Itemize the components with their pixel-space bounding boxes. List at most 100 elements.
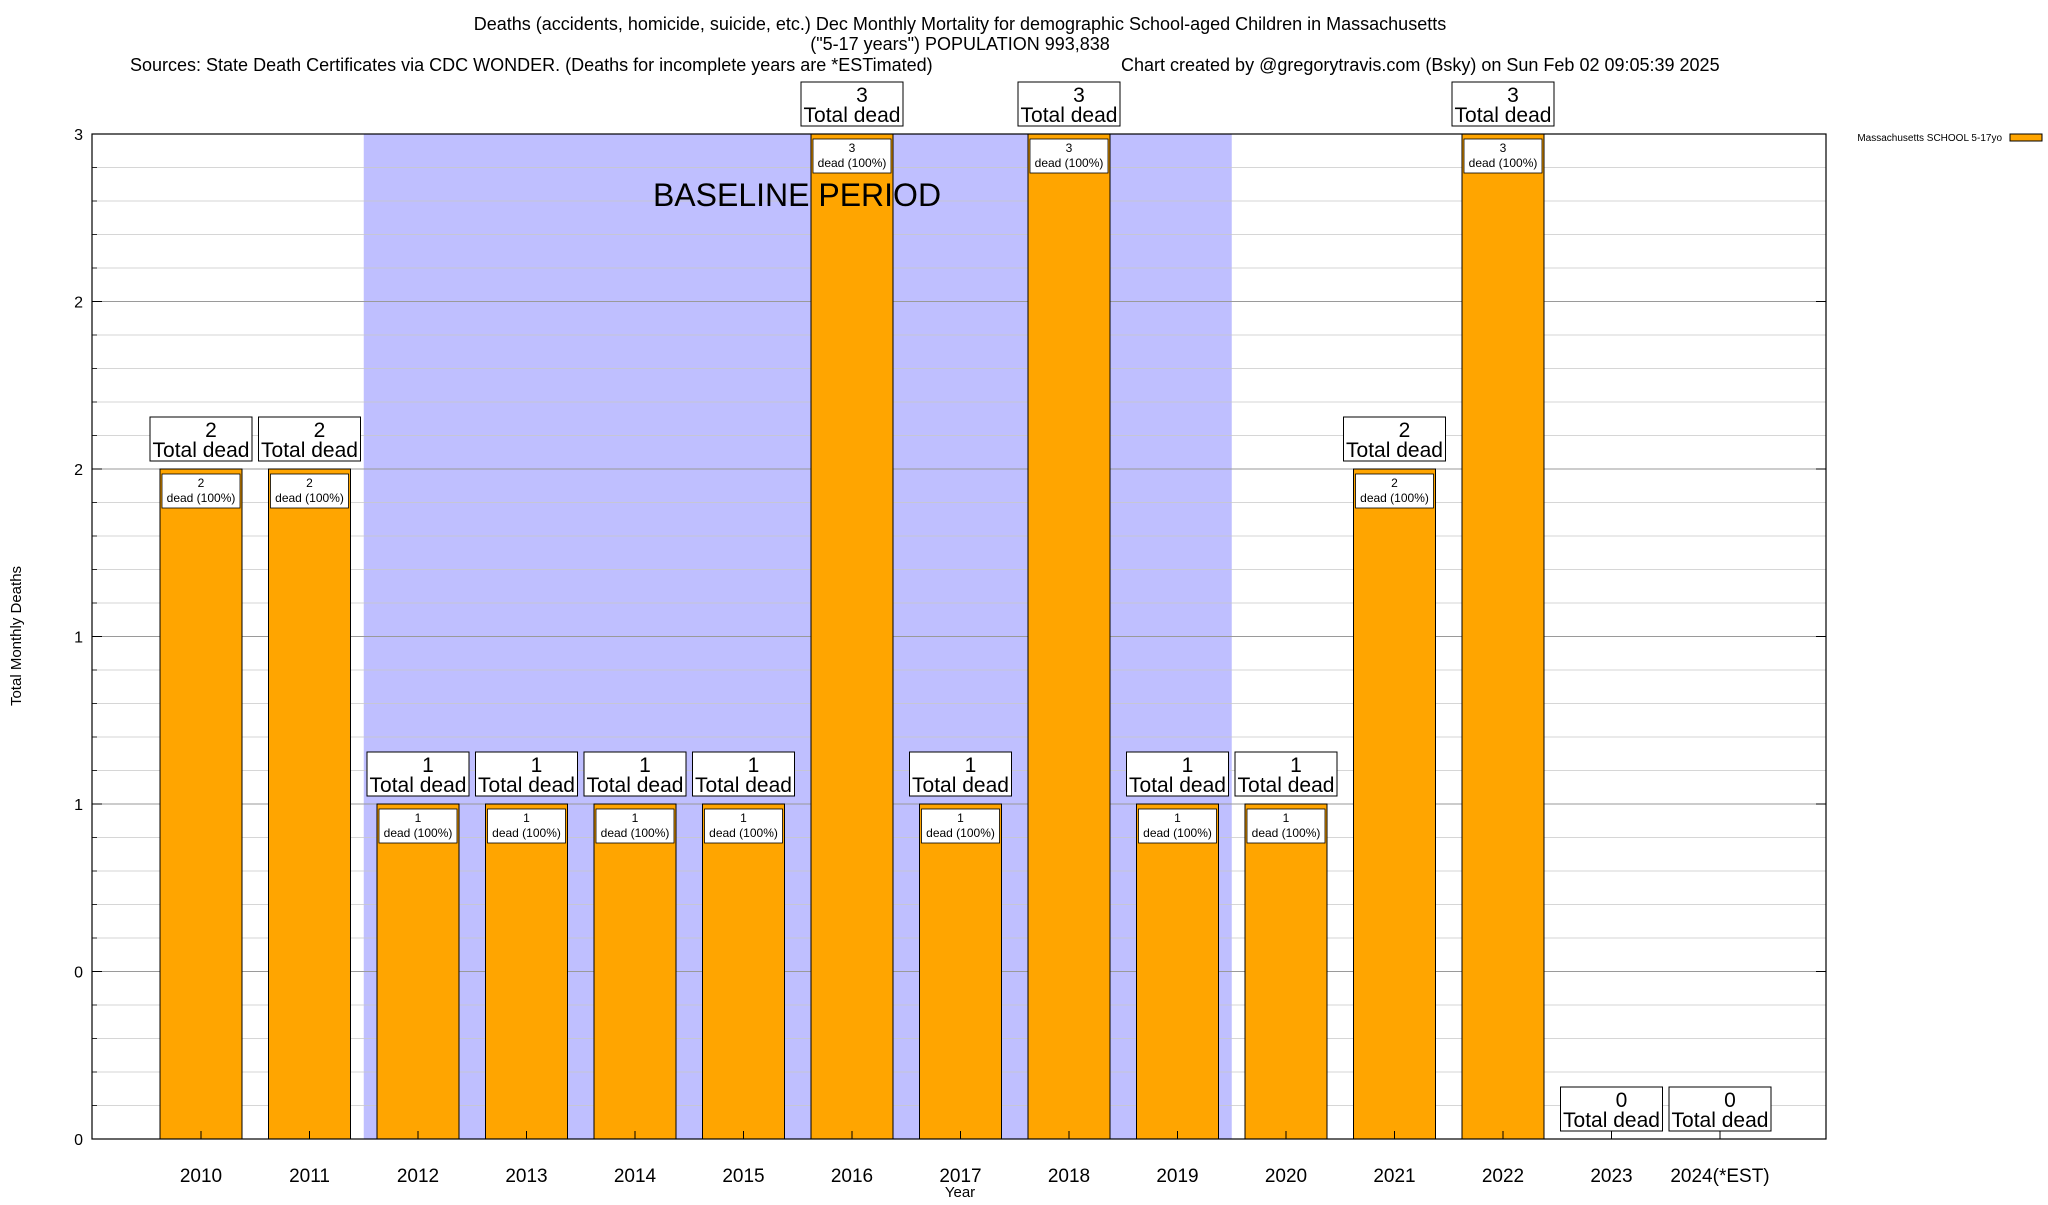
bar-inner-label: dead (100%): [1035, 156, 1104, 170]
x-tick-label: 2021: [1373, 1166, 1415, 1187]
bar-total-label: Total dead: [1346, 439, 1443, 462]
bar-inner-count: 1: [1174, 811, 1181, 825]
bar-total-label-box: [909, 751, 1012, 797]
bar-total-label: Total dead: [1021, 104, 1118, 127]
bar-inner-label-box: [1029, 138, 1109, 174]
bar-total-label: Total dead: [912, 774, 1009, 797]
bar-total-label: Total dead: [804, 104, 901, 127]
bar-total-value: 1: [1182, 754, 1194, 777]
y-tick-label: 1: [74, 797, 83, 814]
bar-inner-label-box: [161, 473, 241, 509]
bar-total-label-box: [1560, 1086, 1663, 1132]
bar-inner-count: 1: [740, 811, 747, 825]
bar-inner-label: dead (100%): [1252, 826, 1321, 840]
y-tick-label: 3: [74, 127, 83, 144]
bar: [1136, 803, 1219, 1140]
bar-inner-count: 2: [306, 476, 313, 490]
y-tick-label: 1: [74, 630, 83, 647]
bar-total-value: 3: [1073, 84, 1085, 107]
x-tick-label: 2018: [1048, 1166, 1090, 1187]
bar-inner-count: 1: [632, 811, 639, 825]
bar-inner-label: dead (100%): [167, 491, 236, 505]
bar-inner-label-box: [487, 808, 566, 844]
bar: [702, 803, 785, 1140]
bar-inner-label-box: [595, 808, 675, 844]
y-tick-label: 2: [74, 462, 83, 479]
bar-total-value: 1: [1290, 754, 1302, 777]
bar-total-label: Total dead: [478, 774, 575, 797]
bar-inner-label-box: [921, 808, 1000, 844]
chart-subtitle: ("5-17 years") POPULATION 993,838: [810, 34, 1110, 54]
legend-swatch: [2009, 133, 2043, 142]
bar-inner-label-box: [378, 808, 458, 844]
bar-total-label: Total dead: [1455, 104, 1552, 127]
bar-inner-label: dead (100%): [384, 826, 453, 840]
chart-credit: Chart created by @gregorytravis.com (Bsk…: [1121, 55, 1720, 75]
bar: [1461, 133, 1545, 1140]
bar-inner-count: 1: [1283, 811, 1290, 825]
x-tick-label: 2010: [180, 1166, 222, 1187]
bar-total-value: 0: [1724, 1089, 1736, 1112]
legend: Massachusetts SCHOOL 5-17yo: [1857, 133, 2043, 144]
x-axis-label: Year: [945, 1184, 975, 1200]
x-tick-label: 2016: [831, 1166, 873, 1187]
bar-total-label: Total dead: [695, 774, 792, 797]
bar-inner-label-box: [1246, 808, 1326, 844]
bar-total-value: 2: [205, 419, 217, 442]
bar-inner-label-box: [704, 808, 783, 844]
x-tick-label: 2020: [1265, 1166, 1307, 1187]
x-tick-label: 2024(*EST): [1670, 1166, 1769, 1187]
bar-total-label-box: [1451, 81, 1555, 127]
bar-total-label-box: [149, 416, 253, 462]
bar-inner-label-box: [1138, 808, 1217, 844]
bar-inner-label-box: [1355, 473, 1434, 509]
bar-inner-label: dead (100%): [709, 826, 778, 840]
x-tick-label: 2023: [1590, 1166, 1632, 1187]
bar-total-label: Total dead: [261, 439, 358, 462]
bar: [1027, 133, 1111, 1140]
bar-total-label: Total dead: [1672, 1109, 1769, 1132]
bar-total-value: 1: [422, 754, 434, 777]
bar-inner-label: dead (100%): [926, 826, 995, 840]
bar-total-value: 2: [1399, 419, 1411, 442]
x-tick-label: 2015: [722, 1166, 764, 1187]
x-tick-label: 2013: [505, 1166, 547, 1187]
bar-inner-count: 1: [957, 811, 964, 825]
bar-total-label: Total dead: [1129, 774, 1226, 797]
bar-inner-label: dead (100%): [275, 491, 344, 505]
bar-total-label: Total dead: [587, 774, 684, 797]
x-tick-label: 2011: [289, 1166, 330, 1187]
y-axis-label: Total Monthly Deaths: [8, 566, 25, 706]
bar-total-label-box: [1668, 1086, 1772, 1132]
bar: [268, 468, 351, 1140]
bar-total-value: 3: [856, 84, 868, 107]
bar-total-label-box: [800, 81, 904, 127]
bar-inner-count: 2: [198, 476, 205, 490]
bar-total-label-box: [692, 751, 795, 797]
bar-inner-count: 1: [523, 811, 530, 825]
x-tick-label: 2017: [939, 1166, 981, 1187]
bar-total-value: 2: [314, 419, 326, 442]
bar: [376, 803, 460, 1140]
bar-inner-count: 3: [1500, 141, 1507, 155]
bar-inner-label: dead (100%): [818, 156, 887, 170]
bar: [919, 803, 1002, 1140]
bar-total-label-box: [1017, 81, 1121, 127]
bar-inner-count: 2: [1391, 476, 1398, 490]
bar-inner-label: dead (100%): [1360, 491, 1429, 505]
bar-total-value: 1: [965, 754, 977, 777]
bar-total-label-box: [1343, 416, 1446, 462]
x-tick-label: 2014: [614, 1166, 657, 1187]
bar-total-label: Total dead: [153, 439, 250, 462]
bar-total-value: 1: [748, 754, 760, 777]
bar-total-label-box: [1126, 751, 1229, 797]
bar-total-label-box: [258, 416, 361, 462]
bar-layer: [159, 133, 1545, 1140]
bar-inner-count: 1: [415, 811, 422, 825]
x-tick-label: 2019: [1156, 1166, 1198, 1187]
bar-total-label-box: [1234, 751, 1338, 797]
x-tick-label: 2022: [1482, 1166, 1524, 1187]
bar-inner-label-box: [812, 138, 892, 174]
